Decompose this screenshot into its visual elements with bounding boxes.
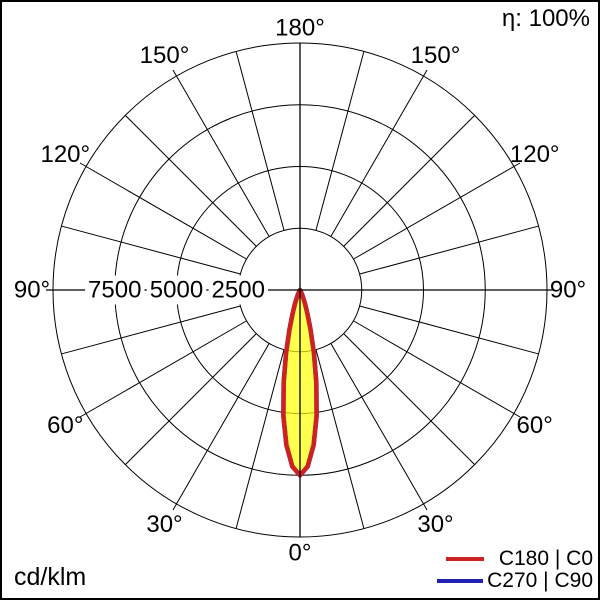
grid-spoke-285 [61,305,241,355]
angle-label-120-left: 120° [40,141,90,168]
efficiency-label: η: 100% [501,5,590,32]
grid-spoke-45 [343,333,476,466]
legend-label-c180-c0: C180 | C0 [498,547,593,570]
radial-tick-label-group: 5000 [146,275,207,305]
legend-line-c270-c90-swatch [437,579,484,583]
radial-tick-label-7500: 7500 [88,277,141,304]
legend-item-c180-c0: C180 | C0 [445,547,593,570]
grid-spoke-30 [330,343,428,511]
grid-spoke-150 [330,69,428,237]
angle-label-30-right: 30° [417,511,453,538]
grid-spoke-105 [359,225,539,275]
radial-tick-label-group: 2500 [208,275,268,305]
grid-spoke-240 [79,162,247,260]
angle-label-150-right: 150° [411,42,461,69]
angle-label-30-left: 30° [146,511,182,538]
angle-label-60-right: 60° [517,412,553,439]
grid-spoke-300 [79,320,247,418]
grid-spoke-315 [124,333,257,466]
radial-tick-label-bg [85,275,145,305]
grid-spoke-165 [315,51,365,231]
grid-spoke-345 [235,349,285,529]
angle-label-120-right: 120° [510,141,560,168]
angle-label-90-right: 90° [550,277,586,304]
legend-line-c180-c0-swatch [445,557,484,561]
grid-spoke-330 [172,343,270,511]
radial-tick-label-group: 7500 [85,275,145,305]
radial-tick-labels: 7500 5000 2500 [85,275,268,305]
grid-spoke-135 [343,114,476,247]
grid-spoke-195 [235,51,285,231]
angle-label-90-left: 90° [14,277,50,304]
grid-spoke-75 [359,305,539,355]
radial-tick-label-bg [146,275,207,305]
grid-spoke-15 [315,349,365,529]
grid-spoke-210 [172,69,270,237]
radial-tick-label-5000: 5000 [150,277,203,304]
grid-spoke-120 [353,162,521,260]
grid-spoke-60 [353,320,521,418]
grid-spoke-225 [124,114,257,247]
legend-item-c270-c90: C270 | C90 [437,569,593,592]
angle-label-150-left: 150° [140,42,190,69]
grid-spoke-255 [61,225,241,275]
angle-label-180: 180° [275,15,325,42]
angle-tick-labels: 0° 30° 30° 60° 60° 90° 90° 120° 120° 150° 150° 180° [14,15,586,567]
radial-tick-label-2500: 2500 [212,277,265,304]
angle-label-60-left: 60° [47,412,83,439]
legend-label-c270-c90: C270 | C90 [487,569,593,592]
legend: C180 | C0 C270 | C90 [437,547,593,592]
unit-label: cd/klm [14,563,87,591]
radial-tick-label-bg [208,275,268,305]
angle-label-0: 0° [289,540,312,567]
